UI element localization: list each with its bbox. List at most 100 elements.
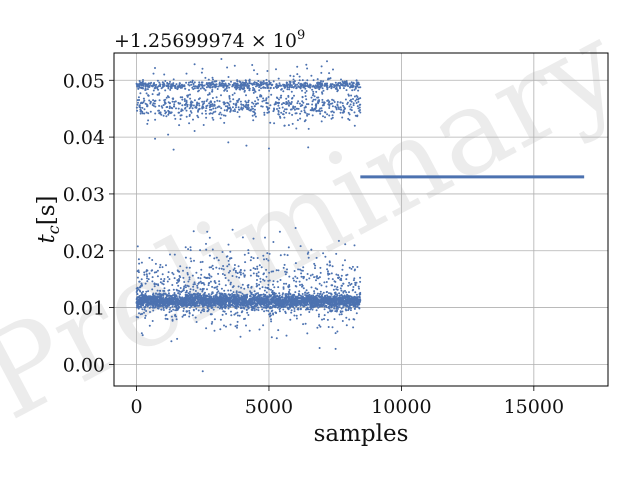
data-point	[213, 286, 216, 289]
data-point	[216, 298, 219, 301]
data-point	[168, 298, 171, 301]
data-point	[162, 114, 165, 117]
data-point	[136, 293, 139, 295]
data-point	[234, 325, 237, 328]
data-point	[321, 83, 324, 86]
data-point	[297, 100, 300, 103]
data-point	[285, 103, 288, 106]
data-point	[137, 271, 140, 274]
data-point	[338, 303, 341, 306]
data-point	[160, 113, 163, 116]
data-point	[288, 86, 291, 89]
data-point	[143, 311, 145, 314]
data-point	[289, 318, 292, 321]
data-point	[238, 108, 240, 111]
data-point	[301, 104, 304, 107]
data-point	[195, 296, 198, 299]
data-point	[220, 303, 223, 306]
data-point	[356, 305, 359, 308]
data-point	[188, 266, 191, 269]
data-point	[301, 283, 303, 286]
data-point	[172, 303, 174, 306]
data-point	[225, 312, 228, 315]
data-point	[175, 288, 178, 291]
data-point	[144, 317, 147, 319]
data-point	[227, 307, 230, 310]
data-point	[233, 294, 236, 297]
data-point	[184, 246, 187, 249]
data-point	[158, 266, 161, 269]
data-point	[143, 273, 146, 276]
data-point	[145, 290, 148, 293]
data-point	[339, 278, 342, 281]
data-point	[341, 102, 344, 105]
data-point	[234, 307, 237, 309]
data-point	[277, 102, 280, 105]
data-point	[203, 100, 206, 103]
data-point	[265, 275, 268, 278]
data-point	[217, 306, 219, 309]
data-point	[203, 304, 206, 307]
data-point	[199, 87, 202, 90]
data-point	[150, 296, 153, 299]
data-point	[256, 96, 259, 99]
data-point	[290, 299, 293, 301]
data-point	[245, 309, 248, 311]
data-point	[356, 266, 359, 268]
data-point	[183, 299, 186, 302]
data-point	[310, 286, 313, 289]
data-point	[313, 262, 316, 265]
data-point	[210, 108, 213, 111]
data-point	[135, 306, 138, 309]
data-point	[350, 81, 353, 84]
data-point	[296, 102, 299, 105]
data-point	[307, 85, 310, 88]
data-point	[192, 104, 195, 107]
data-point	[324, 116, 326, 119]
data-point	[278, 294, 281, 297]
data-point	[209, 313, 212, 316]
data-point	[307, 113, 310, 116]
data-point	[205, 327, 208, 330]
data-point	[141, 110, 144, 113]
data-point	[191, 79, 194, 82]
data-point	[342, 87, 345, 90]
data-point	[213, 280, 216, 282]
data-point	[192, 309, 195, 312]
data-point	[243, 253, 246, 256]
data-point	[137, 258, 140, 261]
data-point	[298, 102, 301, 105]
data-point	[153, 306, 156, 309]
data-point	[177, 107, 180, 110]
data-point	[349, 295, 352, 298]
data-point	[326, 268, 329, 271]
data-point	[221, 307, 224, 310]
data-point	[318, 88, 321, 91]
data-point	[344, 98, 347, 101]
data-point	[138, 296, 141, 299]
data-point	[336, 293, 338, 296]
data-point	[338, 292, 341, 295]
data-point	[278, 299, 281, 302]
data-point	[256, 279, 258, 281]
data-point	[192, 283, 195, 286]
data-point	[214, 107, 217, 110]
data-point	[245, 94, 247, 97]
data-point	[265, 304, 268, 307]
data-point	[275, 269, 278, 272]
data-point	[219, 299, 222, 302]
data-point	[300, 85, 303, 88]
data-point	[149, 110, 152, 113]
data-point	[340, 108, 343, 111]
data-point	[186, 105, 189, 108]
data-point	[354, 291, 357, 294]
data-point	[311, 88, 314, 91]
data-point	[339, 310, 342, 313]
data-point	[251, 296, 254, 299]
data-point	[333, 318, 336, 321]
data-point	[254, 305, 257, 308]
data-point	[331, 284, 334, 287]
data-point	[211, 105, 214, 107]
data-point	[292, 277, 295, 280]
data-point	[201, 282, 204, 284]
